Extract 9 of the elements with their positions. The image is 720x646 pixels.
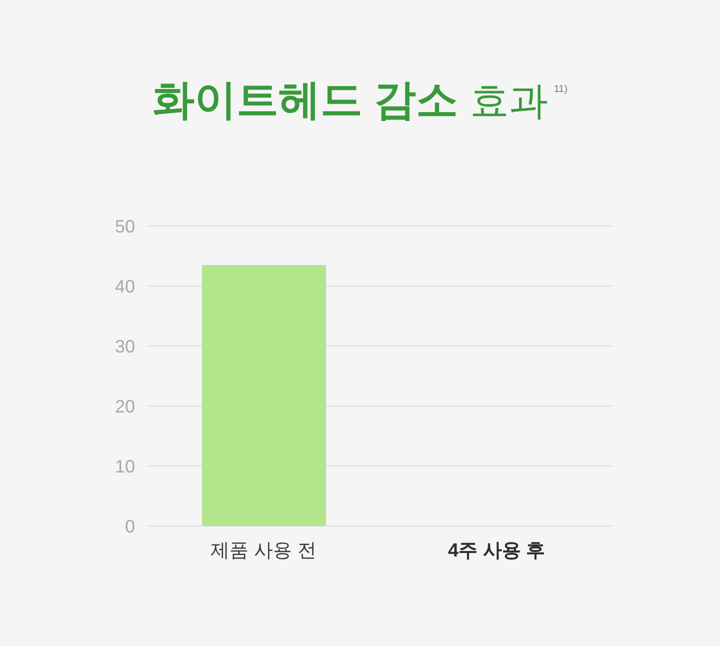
y-tick-label: 40 xyxy=(114,276,135,296)
x-tick-label: 제품 사용 전 xyxy=(210,540,316,562)
y-tick-label: 10 xyxy=(114,456,135,476)
y-tick-label: 0 xyxy=(124,516,135,536)
chart-title: 화이트헤드 감소 효과$^{11)}$ xyxy=(152,76,568,123)
y-tick-label: 30 xyxy=(114,336,135,356)
y-tick-label: 20 xyxy=(114,396,135,416)
x-tick-label: 4주 사용 후 xyxy=(448,540,546,562)
y-tick-label: 50 xyxy=(114,216,135,236)
